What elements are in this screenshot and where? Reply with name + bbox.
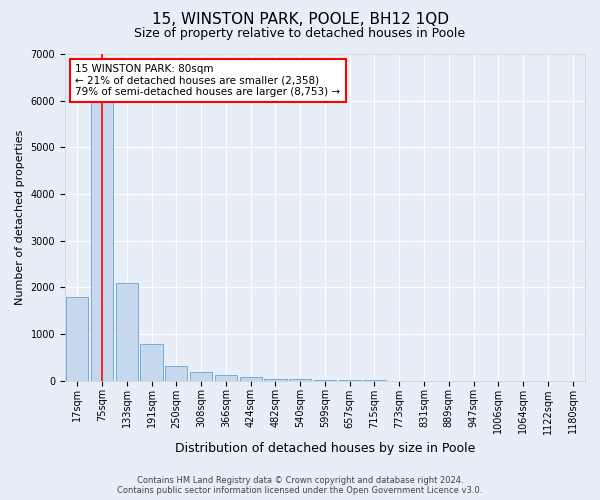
Text: Contains HM Land Registry data © Crown copyright and database right 2024.
Contai: Contains HM Land Registry data © Crown c… bbox=[118, 476, 482, 495]
Bar bbox=[66, 296, 88, 380]
Text: Size of property relative to detached houses in Poole: Size of property relative to detached ho… bbox=[134, 28, 466, 40]
Bar bbox=[91, 82, 113, 380]
X-axis label: Distribution of detached houses by size in Poole: Distribution of detached houses by size … bbox=[175, 442, 475, 455]
Bar bbox=[140, 344, 163, 381]
Bar bbox=[264, 378, 287, 380]
Bar bbox=[190, 372, 212, 380]
Bar bbox=[239, 378, 262, 380]
Bar bbox=[165, 366, 187, 380]
Bar bbox=[116, 282, 138, 380]
Text: 15 WINSTON PARK: 80sqm
← 21% of detached houses are smaller (2,358)
79% of semi-: 15 WINSTON PARK: 80sqm ← 21% of detached… bbox=[76, 64, 340, 97]
Y-axis label: Number of detached properties: Number of detached properties bbox=[15, 130, 25, 305]
Bar bbox=[215, 376, 237, 380]
Text: 15, WINSTON PARK, POOLE, BH12 1QD: 15, WINSTON PARK, POOLE, BH12 1QD bbox=[151, 12, 449, 28]
